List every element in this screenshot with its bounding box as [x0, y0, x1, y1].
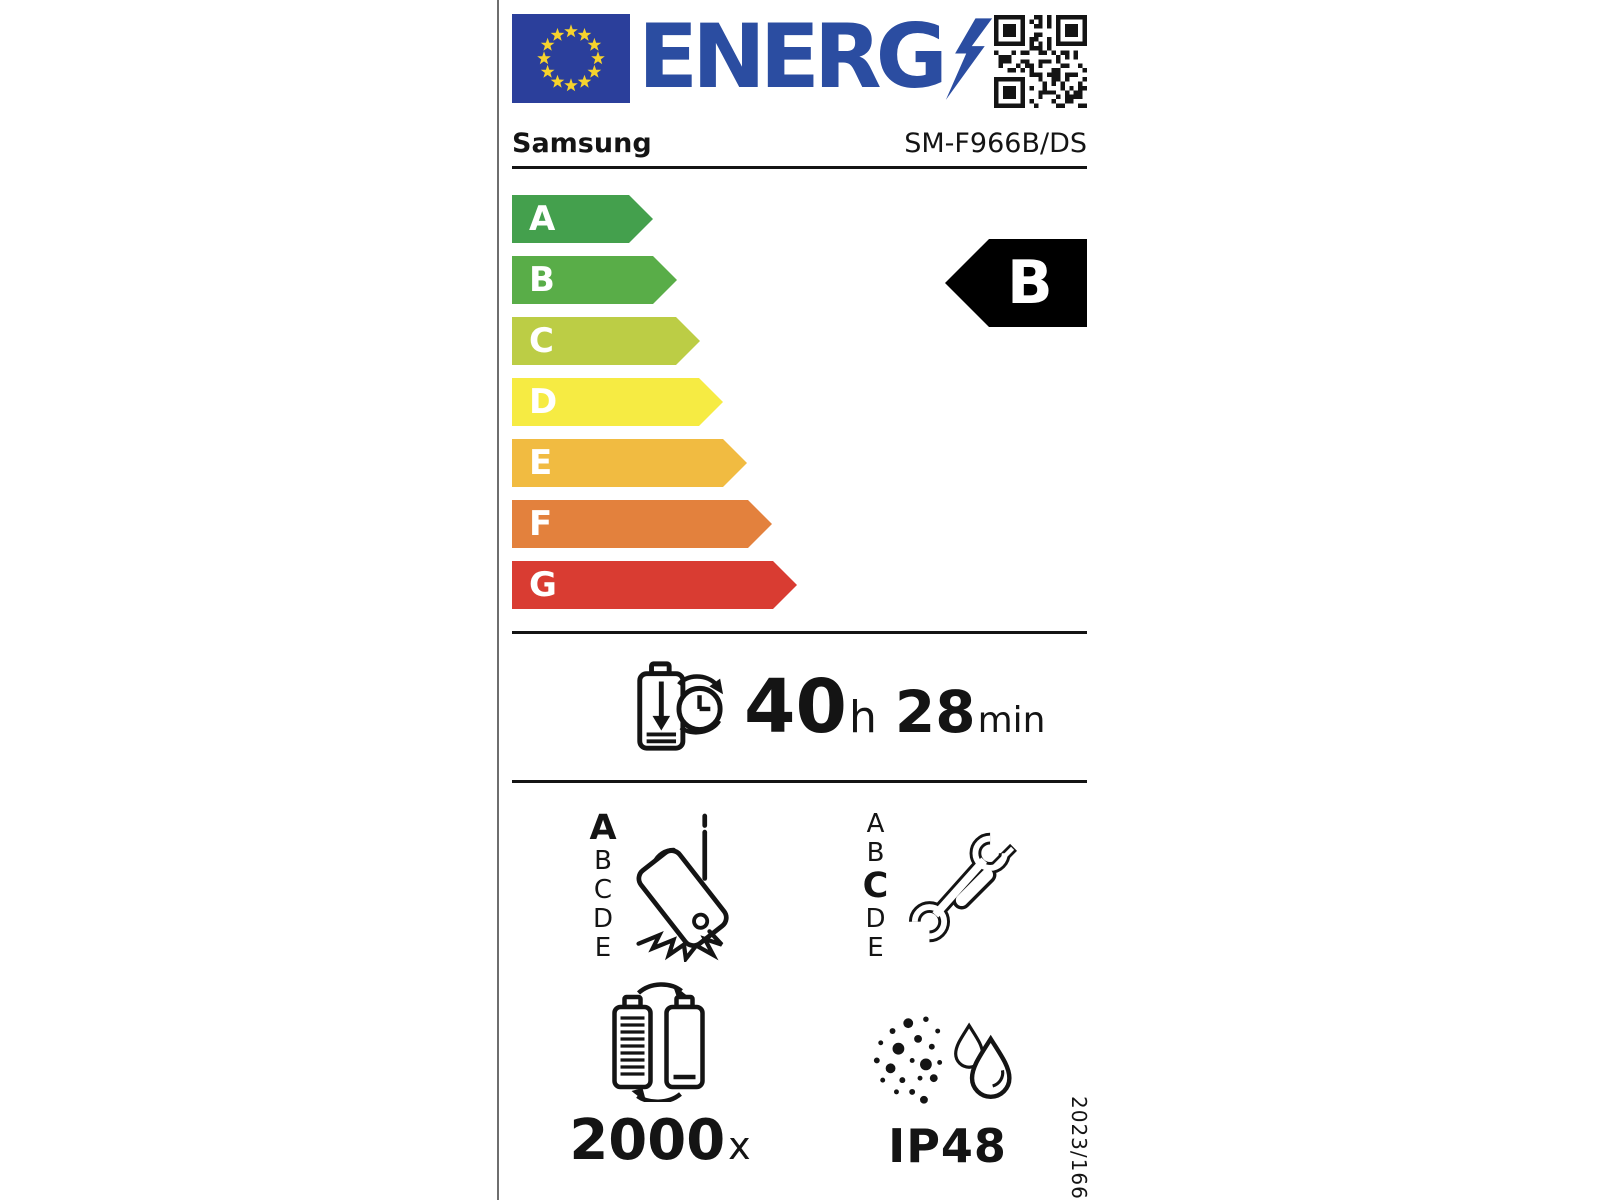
drop-resistance-grade-e: E — [594, 932, 612, 963]
label-header: ENERG — [512, 5, 1087, 108]
brand-name: Samsung — [512, 128, 652, 159]
separator-line — [512, 631, 1087, 634]
energy-rating-arrow: B — [945, 239, 1087, 327]
dust-water-icon — [873, 1016, 1012, 1104]
ip-rating: IP48 — [888, 1119, 1007, 1173]
battery-cycles-caption: 2000 x — [569, 1108, 750, 1173]
repairability-grade-c: C — [862, 865, 889, 906]
regulation-number: 2023/1669 — [1067, 1096, 1091, 1200]
repair-tools-icon — [906, 820, 1017, 952]
dust-particles — [873, 1016, 942, 1104]
energy-class-letter: C — [529, 321, 554, 361]
brand-row: Samsung SM-F966B/DS — [512, 129, 1087, 169]
model-number: SM-F966B/DS — [904, 128, 1087, 159]
energy-class-d-arrow: D — [512, 378, 723, 426]
energy-class-letter: F — [529, 504, 553, 544]
battery-cycles-icon — [612, 982, 705, 1102]
battery-cycles-value: 2000 — [569, 1108, 726, 1173]
repairability-grade-a: A — [866, 808, 885, 839]
battery-endurance-section: 40 h 28 min — [512, 634, 1087, 780]
battery-minutes-unit: min — [977, 700, 1046, 741]
battery-minutes: 28 — [894, 678, 976, 746]
page-edge-line — [497, 0, 499, 1200]
qr-code — [994, 15, 1087, 108]
battery-hours: 40 — [744, 664, 847, 750]
energy-class-a-arrow: A — [512, 195, 653, 243]
battery-cycles-unit: x — [728, 1124, 751, 1168]
energy-class-letter: A — [529, 199, 556, 239]
energ-logo: ENERG — [638, 5, 994, 108]
energy-rating-letter: B — [1007, 248, 1053, 318]
water-drops — [953, 1022, 1012, 1099]
energy-class-g-arrow: G — [512, 561, 797, 609]
separator-line — [512, 780, 1087, 783]
energy-class-letter: D — [529, 382, 558, 422]
drop-resistance-grade-b: B — [594, 845, 612, 876]
battery-cycles-section: 2000 x — [512, 977, 808, 1177]
energy-class-b-arrow: B — [512, 256, 677, 304]
energy-class-letter: B — [529, 260, 555, 300]
energ-logo-text: ENERG — [638, 5, 948, 108]
drop-resistance-grade-c: C — [593, 874, 613, 905]
energy-class-letter: G — [529, 565, 557, 605]
battery-hours-unit: h — [848, 692, 877, 743]
ingress-protection-section: IP48 — [808, 977, 1087, 1177]
repairability-grade-e: E — [867, 932, 884, 963]
energy-class-e-arrow: E — [512, 439, 747, 487]
energy-class-f-arrow: F — [512, 500, 772, 548]
drop-resistance-grade-d: D — [592, 903, 614, 934]
lightning-bolt-icon — [945, 18, 993, 100]
repairability-grade-d: D — [865, 903, 886, 934]
battery-duration: 40 h 28 min — [744, 664, 1045, 750]
repairability-grade-b: B — [866, 837, 885, 868]
energy-class-letter: E — [529, 443, 553, 483]
phone-drop-icon — [636, 813, 729, 962]
drop-resistance-grade-a: A — [589, 807, 617, 848]
eu-flag — [512, 14, 630, 103]
battery-duration-icon — [637, 661, 724, 751]
energy-class-c-arrow: C — [512, 317, 700, 365]
